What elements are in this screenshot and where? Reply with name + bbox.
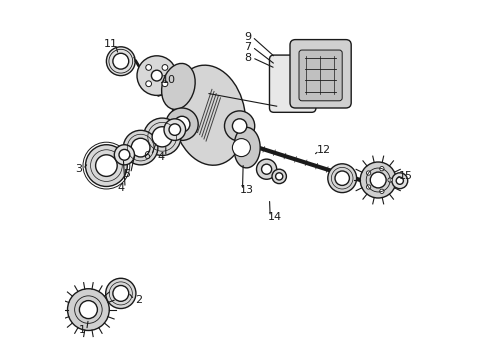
- Circle shape: [232, 119, 247, 133]
- Circle shape: [380, 167, 384, 171]
- Circle shape: [166, 108, 198, 140]
- Text: 11: 11: [104, 39, 118, 49]
- Circle shape: [392, 173, 408, 189]
- FancyBboxPatch shape: [299, 50, 342, 101]
- Text: 7: 7: [245, 42, 251, 52]
- Text: 14: 14: [268, 212, 282, 222]
- Circle shape: [275, 173, 283, 180]
- Circle shape: [106, 278, 136, 309]
- Circle shape: [367, 171, 371, 175]
- Text: 2: 2: [135, 294, 143, 305]
- Circle shape: [146, 64, 151, 70]
- Circle shape: [162, 81, 168, 87]
- Circle shape: [335, 171, 349, 185]
- Text: 5: 5: [122, 168, 130, 179]
- Text: 3: 3: [75, 164, 82, 174]
- Text: 10: 10: [162, 75, 176, 85]
- Circle shape: [224, 111, 255, 141]
- Circle shape: [114, 145, 134, 165]
- Circle shape: [131, 138, 150, 157]
- Circle shape: [328, 164, 357, 193]
- Circle shape: [257, 159, 277, 179]
- Circle shape: [119, 149, 130, 160]
- Text: 4: 4: [158, 152, 165, 162]
- Circle shape: [388, 178, 392, 182]
- Circle shape: [123, 130, 158, 165]
- Circle shape: [137, 56, 176, 95]
- Text: 15: 15: [399, 171, 413, 181]
- Circle shape: [106, 47, 135, 76]
- Circle shape: [174, 116, 190, 132]
- Circle shape: [262, 164, 271, 174]
- Circle shape: [151, 70, 162, 81]
- Text: 9: 9: [245, 32, 251, 42]
- Circle shape: [232, 139, 250, 157]
- FancyBboxPatch shape: [290, 40, 351, 108]
- Circle shape: [272, 169, 286, 184]
- Circle shape: [360, 162, 396, 198]
- Text: 12: 12: [317, 145, 331, 156]
- Circle shape: [79, 301, 98, 319]
- Text: 1: 1: [79, 325, 86, 336]
- Circle shape: [113, 285, 129, 301]
- Circle shape: [152, 127, 172, 147]
- Ellipse shape: [172, 65, 245, 165]
- Circle shape: [68, 289, 109, 330]
- Circle shape: [113, 53, 129, 69]
- Circle shape: [146, 81, 151, 87]
- Circle shape: [162, 64, 168, 70]
- Circle shape: [380, 189, 384, 193]
- Ellipse shape: [162, 63, 195, 109]
- Circle shape: [370, 172, 386, 188]
- Polygon shape: [234, 127, 260, 168]
- Text: 13: 13: [240, 185, 254, 195]
- Circle shape: [396, 177, 403, 184]
- Circle shape: [96, 155, 117, 176]
- Circle shape: [367, 185, 371, 189]
- Text: 6: 6: [144, 150, 150, 161]
- Text: 4: 4: [117, 183, 124, 193]
- Circle shape: [169, 124, 180, 135]
- FancyBboxPatch shape: [270, 55, 316, 112]
- Circle shape: [144, 118, 181, 156]
- Circle shape: [86, 145, 127, 186]
- Circle shape: [164, 119, 186, 140]
- Text: 8: 8: [245, 53, 251, 63]
